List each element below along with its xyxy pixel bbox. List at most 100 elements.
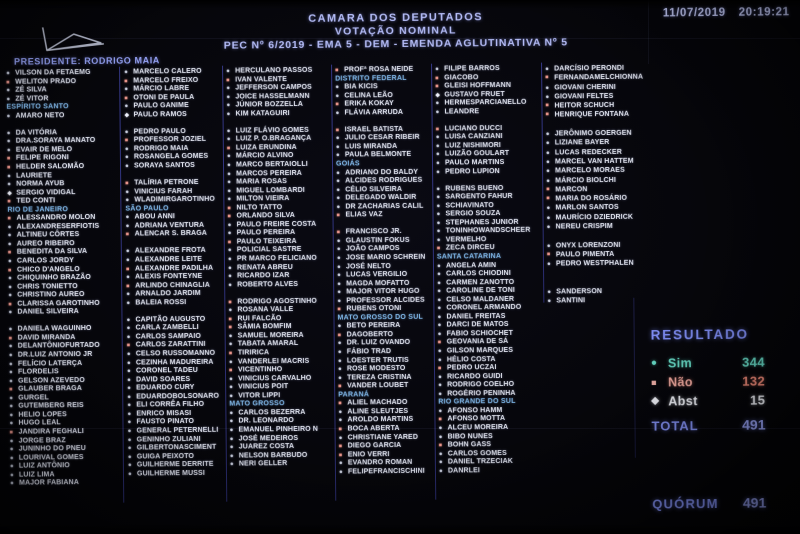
- vote-sim-icon: ●: [9, 471, 14, 479]
- vote-nao-icon: ■: [7, 198, 11, 205]
- vote-sim-icon: ●: [338, 374, 342, 382]
- vote-sim-icon: ●: [227, 170, 231, 178]
- deputy-name: LIZIANE BAYER: [554, 139, 610, 147]
- vote-sim-icon: ●: [226, 110, 231, 118]
- vote-sim-icon: ●: [7, 257, 12, 265]
- deputy-name: JANDIRA FEGHALI: [18, 427, 84, 436]
- vote-sim-icon: ●: [127, 461, 132, 469]
- vote-sim-icon: ●: [126, 333, 131, 341]
- deputy-name: GUILHERME MUSSI: [136, 469, 205, 478]
- vote-sim-icon: ●: [229, 418, 234, 426]
- deputy-name: GLAUBER BRAGA: [18, 385, 82, 393]
- vote-sim-icon: ●: [8, 351, 13, 359]
- vote-sim-icon: ●: [547, 297, 552, 306]
- deputy-row: ● NERI GELLER: [230, 460, 334, 470]
- vote-nao-icon: ■: [7, 250, 12, 257]
- vote-sim-icon: ●: [227, 229, 232, 238]
- deputy-name: FELIPEFRANCISCHINI: [347, 467, 425, 476]
- vote-sim-icon: ●: [7, 240, 12, 248]
- vote-sim-icon: ●: [229, 375, 233, 383]
- vote-sim-icon: ●: [438, 381, 442, 389]
- vote-nao-icon: ■: [336, 212, 340, 219]
- vote-sim-icon: ●: [546, 214, 551, 222]
- vote-sim-icon: ●: [7, 172, 11, 180]
- vote-sim-icon: ●: [126, 359, 131, 367]
- vote-column-3: ● HERCULANO PASSOS ■ IVAN VALENTE ● JEFFERSON…: [226, 67, 334, 470]
- vote-sim-icon: ●: [337, 297, 342, 305]
- deputy-name: DANRLEI: [447, 466, 480, 475]
- vote-sim-icon: ●: [127, 444, 132, 452]
- vote-sim-icon: ●: [227, 195, 232, 203]
- quorum-row: QUÓRUM 491: [652, 494, 766, 511]
- result-row-abst: ◆ Abst 15: [651, 391, 765, 411]
- vote-nao-icon: ■: [125, 266, 130, 273]
- vote-sim-icon: ●: [227, 247, 232, 255]
- vote-sim-icon: ●: [228, 358, 233, 366]
- vote-nao-icon: ■: [438, 442, 443, 449]
- vote-nao-icon: ■: [228, 316, 232, 323]
- deputy-name: GUTEMBERG REIS: [18, 402, 84, 410]
- vote-sim-icon: ●: [126, 299, 131, 307]
- result-value: 132: [742, 373, 766, 389]
- deputy-name: AROLDO MARTINS: [347, 416, 414, 424]
- vote-sim-icon: ●: [545, 130, 550, 138]
- deputy-name: PEDRO LUPION: [445, 167, 500, 176]
- vote-sim-icon: ●: [437, 270, 441, 278]
- vote-sim-icon: ●: [226, 67, 230, 75]
- deputy-name: ZÉ SILVA: [15, 86, 47, 94]
- vote-abst-icon: ◆: [124, 111, 130, 119]
- vote-nao-icon: ■: [338, 443, 343, 450]
- results-panel: RESULTADO ● Sim 344 ■ Não 132 ◆ Abst 15 TOTAL 49…: [651, 327, 766, 434]
- vote-nao-icon: ■: [227, 205, 231, 212]
- vote-sim-icon: ●: [547, 288, 552, 296]
- panel-seam: [633, 297, 636, 458]
- vote-sim-icon: ●: [336, 254, 341, 262]
- vote-sim-icon: ●: [437, 330, 442, 338]
- vote-sim-icon: ●: [227, 255, 232, 263]
- vote-sim-icon: ●: [335, 134, 340, 142]
- vote-sim-icon: ●: [127, 427, 132, 435]
- vote-sim-icon: ●: [436, 168, 440, 176]
- deputy-name: JERÔNIMO GOERGEN: [554, 129, 632, 138]
- deputy-name: BALEIA ROSSI: [135, 298, 187, 307]
- vote-sim-icon: ●: [436, 185, 441, 193]
- vote-nao-icon: ■: [9, 386, 13, 393]
- vote-sim-icon: ●: [124, 154, 129, 162]
- deputy-name: VINICIUS POIT: [238, 383, 289, 391]
- deputy-row: ● FELIPEFRANCISCHINI: [339, 467, 435, 476]
- vote-sim-icon: ●: [545, 149, 550, 157]
- abst-legend-icon: ◆: [651, 395, 660, 407]
- vote-sim-icon: ●: [228, 272, 232, 280]
- vote-nao-icon: ■: [545, 74, 549, 81]
- president-label: PRESIDENTE: RODRIGO MAIA: [13, 55, 160, 67]
- deputy-row: ● TONINHOWANDSCHEER: [437, 227, 543, 237]
- vote-sim-icon: ●: [546, 205, 551, 213]
- vote-sim-icon: ●: [9, 462, 14, 470]
- vote-sim-icon: ●: [127, 384, 131, 392]
- deputy-name: DIEGO GARCIA: [347, 442, 402, 450]
- vote-sim-icon: ●: [124, 128, 129, 136]
- vote-sim-icon: ●: [8, 291, 13, 299]
- vote-column-2: ● MARCELO CALERO ■ MARCELO FREIXO ● MÁRCIO LA…: [124, 68, 225, 479]
- vote-abst-icon: ◆: [7, 189, 13, 197]
- deputy-name: PAULO RAMOS: [133, 110, 187, 119]
- vote-sim-icon: ●: [6, 112, 11, 120]
- vote-sim-icon: ●: [435, 99, 440, 107]
- vote-sim-icon: ●: [127, 418, 132, 427]
- vote-sim-icon: ●: [437, 304, 442, 312]
- header: CAMARA DOS DEPUTADOS VOTAÇÃO NOMINAL PEC…: [146, 10, 646, 53]
- vote-nao-icon: ■: [545, 102, 549, 109]
- vote-sim-icon: ●: [438, 373, 442, 381]
- vote-sim-icon: ●: [8, 326, 13, 334]
- vote-sim-icon: ●: [124, 102, 129, 110]
- vote-nao-icon: ■: [438, 417, 442, 424]
- vote-sim-icon: ●: [546, 223, 551, 231]
- deputy-name: ROSANA VALLE: [237, 306, 294, 314]
- deputy-name: KIM KATAGUIRI: [235, 109, 290, 118]
- vote-nao-icon: ■: [546, 251, 551, 258]
- vote-sim-icon: ●: [546, 242, 551, 250]
- vote-nao-icon: ■: [125, 231, 130, 239]
- vote-sim-icon: ●: [124, 162, 129, 170]
- time-label: 20:19:21: [738, 6, 790, 19]
- vote-sim-icon: ●: [229, 460, 234, 468]
